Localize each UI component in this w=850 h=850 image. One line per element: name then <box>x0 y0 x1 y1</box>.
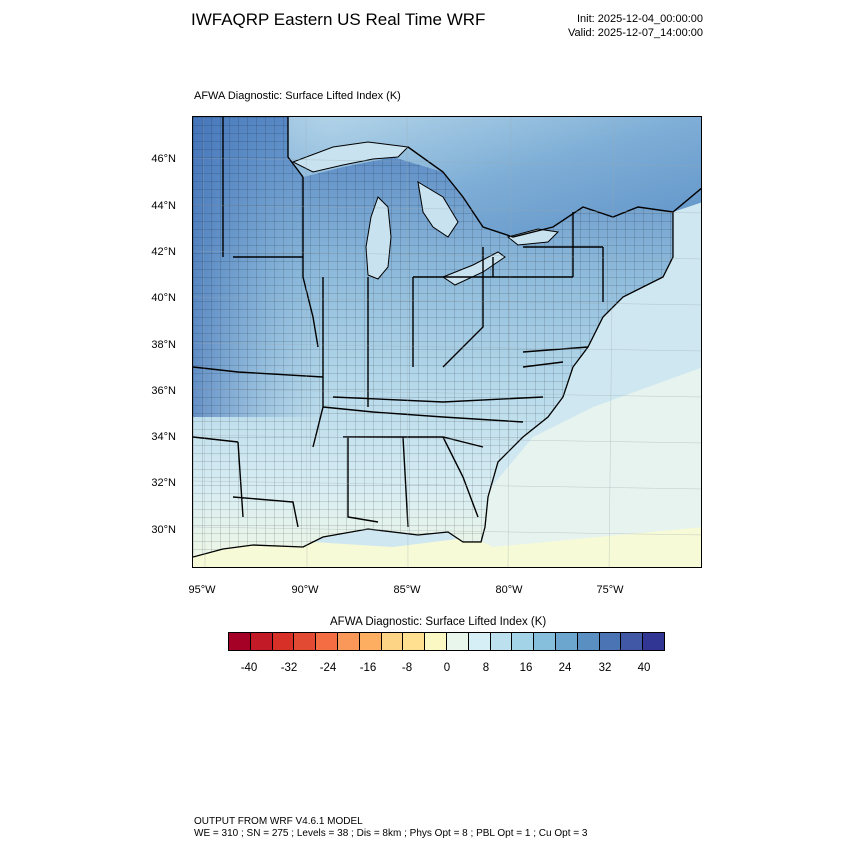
colorbar-swatch <box>446 633 469 650</box>
colorbar-swatch <box>577 633 600 650</box>
canada-border <box>287 117 701 238</box>
lat-label-44n: 44°N <box>151 200 176 212</box>
lon-label-80w: 80°W <box>495 584 523 596</box>
lon-label-90w: 90°W <box>291 584 319 596</box>
init-time: Init: 2025-12-04_00:00:00 <box>577 13 703 25</box>
colorbar <box>228 632 665 651</box>
lat-label-38n: 38°N <box>151 339 176 351</box>
colorbar-label: 24 <box>558 662 572 674</box>
lat-label-40n: 40°N <box>151 292 176 304</box>
lake-huron <box>417 181 459 238</box>
colorbar-swatch <box>294 633 317 650</box>
field-title: AFWA Diagnostic: Surface Lifted Index (K… <box>194 90 401 102</box>
lake-michigan <box>365 196 392 280</box>
colorbar-swatch <box>599 633 622 650</box>
coastline <box>193 212 674 558</box>
gulf-water <box>193 527 701 567</box>
map-svg <box>193 117 701 567</box>
lake-superior <box>291 141 410 173</box>
lat-label-46n: 46°N <box>151 153 176 165</box>
model-info: OUTPUT FROM WRF V4.6.1 MODEL <box>194 816 363 827</box>
colorbar-label: 40 <box>637 662 651 674</box>
colorbar-swatch <box>512 633 535 650</box>
colorbar-swatch <box>621 633 644 650</box>
colorbar-label: 16 <box>519 662 533 674</box>
valid-time: Valid: 2025-12-07_14:00:00 <box>568 27 703 39</box>
lat-label-30n: 30°N <box>151 524 176 536</box>
colorbar-label: 32 <box>598 662 612 674</box>
colorbar-swatch <box>534 633 556 650</box>
colorbar-swatch <box>272 633 295 650</box>
colorbar-swatch <box>425 633 447 650</box>
colorbar-label: -40 <box>240 662 258 674</box>
colorbar-label: -24 <box>319 662 337 674</box>
lat-label-32n: 32°N <box>151 477 176 489</box>
colorbar-swatch <box>381 633 404 650</box>
colorbar-swatch <box>359 633 382 650</box>
lat-label-42n: 42°N <box>151 246 176 258</box>
colorbar-label: -16 <box>359 662 377 674</box>
graticule <box>193 117 701 567</box>
colorbar-swatch <box>490 633 513 650</box>
colorbar-label: -32 <box>280 662 298 674</box>
lon-label-85w: 85°W <box>393 584 421 596</box>
colorbar-swatch <box>337 633 360 650</box>
colorbar-title: AFWA Diagnostic: Surface Lifted Index (K… <box>330 616 547 628</box>
map-panel[interactable] <box>192 116 702 568</box>
colorbar-swatch <box>229 633 251 650</box>
main-title: IWFAQRP Eastern US Real Time WRF <box>191 10 486 29</box>
model-config: WE = 310 ; SN = 275 ; Levels = 38 ; Dis … <box>194 828 588 839</box>
atlantic-south <box>483 367 701 567</box>
lake-ontario <box>506 228 560 246</box>
colorbar-swatch <box>468 633 491 650</box>
lon-label-75w: 75°W <box>596 584 624 596</box>
lat-label-34n: 34°N <box>151 431 176 443</box>
colorbar-label: 8 <box>482 662 490 674</box>
lon-label-95w: 95°W <box>188 584 216 596</box>
colorbar-swatch <box>316 633 338 650</box>
colorbar-swatch <box>643 633 664 650</box>
colorbar-swatch <box>555 633 578 650</box>
colorbar-label: -8 <box>401 662 413 674</box>
colorbar-label: 0 <box>443 662 451 674</box>
lat-label-36n: 36°N <box>151 385 176 397</box>
colorbar-swatch <box>403 633 426 650</box>
state-borders <box>193 117 604 528</box>
colorbar-swatch <box>250 633 273 650</box>
